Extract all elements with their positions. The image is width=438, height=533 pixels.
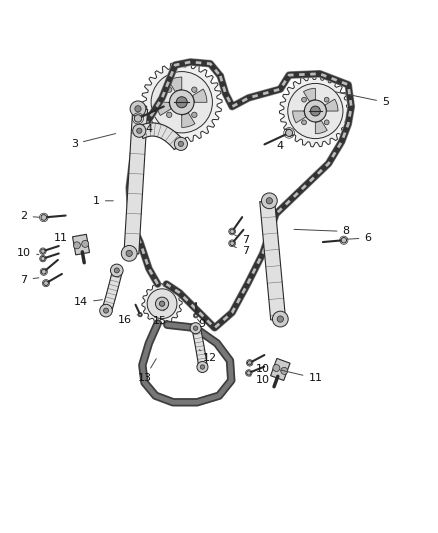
Polygon shape	[293, 111, 306, 123]
Polygon shape	[124, 109, 148, 254]
Circle shape	[324, 98, 329, 102]
Circle shape	[194, 314, 198, 317]
Circle shape	[42, 269, 46, 274]
Circle shape	[273, 365, 280, 372]
Text: 4: 4	[145, 118, 152, 134]
Circle shape	[247, 371, 251, 375]
Circle shape	[286, 130, 293, 136]
Text: 7: 7	[234, 246, 249, 256]
Circle shape	[41, 249, 45, 253]
Circle shape	[302, 120, 307, 125]
Polygon shape	[192, 327, 207, 368]
Polygon shape	[169, 77, 182, 91]
Circle shape	[190, 322, 201, 334]
Polygon shape	[279, 75, 351, 147]
Circle shape	[266, 198, 272, 204]
Circle shape	[174, 138, 187, 150]
Circle shape	[41, 215, 47, 220]
Circle shape	[159, 301, 165, 306]
Circle shape	[311, 106, 320, 116]
Circle shape	[121, 246, 137, 261]
Text: 10: 10	[17, 248, 39, 259]
Text: 16: 16	[118, 314, 138, 325]
Circle shape	[192, 87, 197, 92]
Text: 3: 3	[71, 134, 116, 149]
Circle shape	[197, 361, 208, 373]
Circle shape	[230, 229, 234, 234]
Polygon shape	[271, 358, 290, 381]
Circle shape	[170, 90, 194, 115]
Text: 15: 15	[153, 310, 167, 326]
Polygon shape	[260, 200, 286, 320]
Circle shape	[200, 365, 205, 369]
Polygon shape	[138, 123, 184, 150]
Polygon shape	[325, 99, 338, 111]
Circle shape	[147, 289, 177, 319]
Circle shape	[324, 120, 329, 125]
Polygon shape	[102, 270, 122, 312]
Text: 1: 1	[93, 196, 113, 206]
Circle shape	[114, 268, 119, 273]
Text: 5: 5	[336, 92, 389, 107]
Circle shape	[130, 101, 146, 117]
Circle shape	[192, 112, 197, 117]
Polygon shape	[304, 88, 315, 101]
Circle shape	[135, 106, 141, 112]
Circle shape	[178, 141, 184, 147]
Circle shape	[126, 250, 132, 256]
Circle shape	[81, 240, 88, 247]
Circle shape	[74, 242, 81, 249]
Circle shape	[166, 112, 172, 117]
Text: 11: 11	[54, 233, 74, 244]
Circle shape	[137, 128, 142, 133]
Text: 14: 14	[74, 297, 102, 308]
Circle shape	[103, 308, 109, 313]
Text: 10: 10	[250, 375, 270, 385]
Text: 7: 7	[235, 235, 249, 245]
Text: 9: 9	[198, 319, 205, 329]
Text: 6: 6	[346, 233, 371, 243]
Circle shape	[41, 256, 45, 261]
Text: 10: 10	[250, 364, 270, 374]
Circle shape	[134, 115, 141, 122]
Polygon shape	[73, 235, 89, 255]
Text: 11: 11	[281, 370, 322, 383]
Circle shape	[155, 297, 169, 310]
Circle shape	[288, 84, 343, 139]
Circle shape	[133, 124, 146, 138]
Circle shape	[110, 264, 123, 277]
Circle shape	[230, 241, 234, 246]
Circle shape	[247, 361, 252, 365]
Circle shape	[341, 238, 346, 243]
Text: 4: 4	[277, 135, 284, 151]
Polygon shape	[157, 102, 171, 115]
Circle shape	[277, 316, 283, 322]
Text: 2: 2	[21, 211, 39, 221]
Text: 7: 7	[21, 274, 39, 285]
Circle shape	[166, 87, 172, 92]
Circle shape	[272, 311, 288, 327]
Polygon shape	[182, 113, 195, 127]
Polygon shape	[315, 121, 327, 134]
Circle shape	[194, 326, 198, 330]
Circle shape	[176, 96, 187, 108]
Circle shape	[100, 304, 112, 317]
Polygon shape	[141, 62, 222, 142]
Text: 8: 8	[294, 227, 350, 237]
Circle shape	[302, 98, 307, 102]
Text: 12: 12	[199, 350, 217, 364]
Text: 13: 13	[138, 359, 156, 383]
Polygon shape	[193, 89, 207, 102]
Circle shape	[139, 313, 141, 316]
Circle shape	[304, 100, 326, 122]
Circle shape	[261, 193, 277, 209]
Circle shape	[151, 71, 212, 133]
Circle shape	[281, 367, 288, 374]
Circle shape	[44, 281, 48, 286]
Polygon shape	[142, 284, 182, 324]
